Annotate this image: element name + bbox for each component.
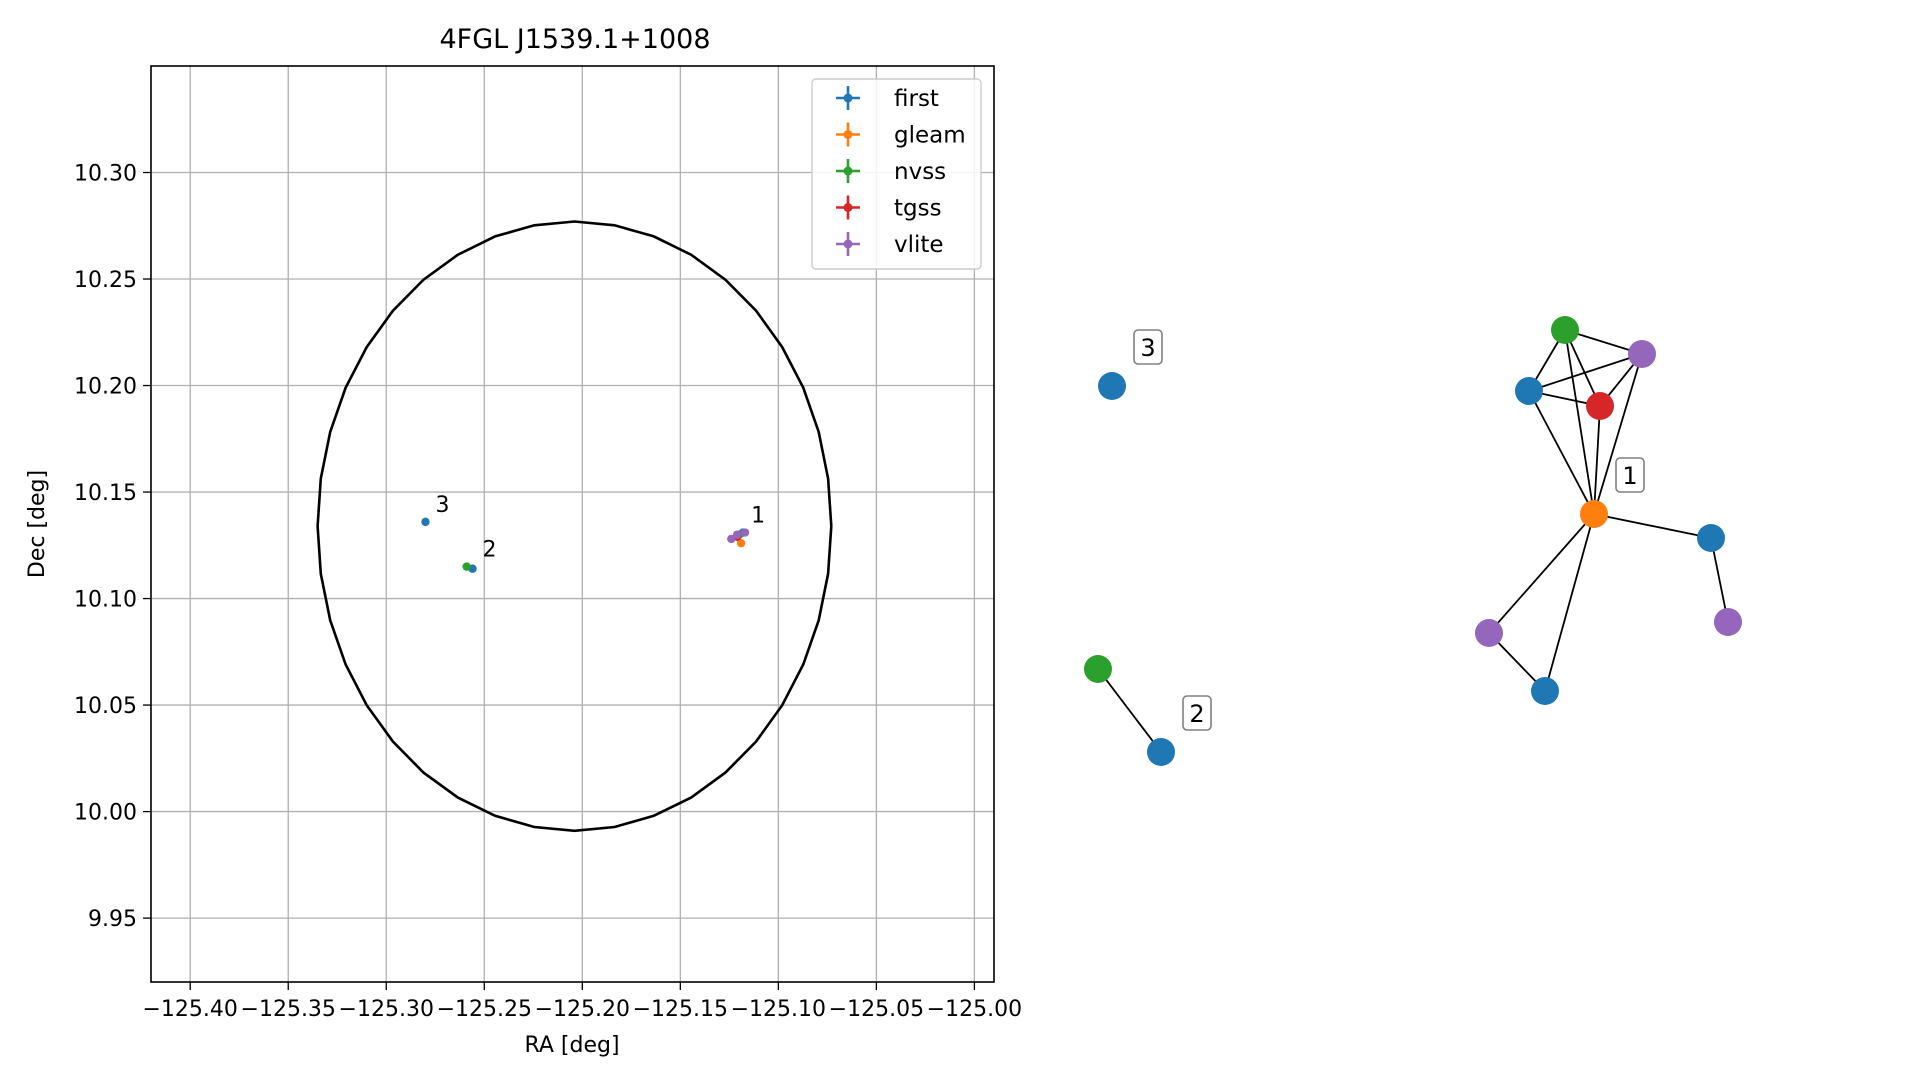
legend-dot-gleam	[843, 130, 853, 139]
x-tick-label: −125.20	[535, 997, 630, 1022]
node-label-box	[1182, 695, 1212, 731]
y-tick-label: 10.15	[74, 481, 137, 506]
node-label: 3	[1140, 334, 1155, 362]
network-edges	[1097, 329, 1729, 753]
legend-dot-first	[843, 93, 853, 103]
x-tick-label: −125.05	[829, 997, 924, 1022]
x-tick-label: −125.25	[437, 997, 532, 1022]
node-label-box	[1133, 329, 1163, 365]
x-tick-label: −125.40	[142, 997, 237, 1022]
cluster-annotation: 2	[483, 538, 497, 563]
legend-dot-tgss	[843, 203, 853, 212]
network-node	[1580, 500, 1608, 528]
network-edge	[1593, 513, 1712, 539]
legend-label-vlite: vlite	[894, 232, 944, 258]
network-node	[1586, 392, 1614, 420]
network-edge	[1544, 513, 1595, 692]
network-edge	[1564, 329, 1595, 515]
x-tick-label: −125.15	[633, 997, 728, 1022]
point-nvss	[462, 562, 471, 571]
point-gleam	[736, 538, 746, 548]
data-points	[421, 517, 750, 573]
network-node	[1098, 372, 1126, 400]
y-tick-label: 10.30	[74, 162, 137, 187]
y-tick-label: 10.10	[74, 588, 137, 613]
network-node	[1628, 340, 1656, 368]
x-tick-label: −125.00	[927, 997, 1022, 1022]
node-label-box	[1615, 457, 1645, 493]
network-node	[1475, 619, 1503, 647]
legend-dot-vlite	[843, 239, 853, 249]
y-tick-label: 10.05	[74, 694, 137, 719]
chart-title: 4FGL J1539.1+1008	[439, 24, 710, 55]
annotations: 1 2 3	[435, 493, 765, 563]
network-node	[1515, 377, 1543, 405]
node-label: 1	[1622, 462, 1637, 490]
network-node-labels: 3 2 1	[1133, 329, 1645, 731]
network-node	[1531, 677, 1559, 705]
network-edge	[1593, 405, 1601, 515]
legend: first gleam nvss tgss vlite	[811, 78, 982, 270]
point-vlite	[727, 534, 736, 544]
x-tick-label: −125.30	[339, 997, 434, 1022]
x-tick-label: −125.10	[731, 997, 826, 1022]
network-edge	[1528, 390, 1595, 515]
node-label: 2	[1189, 700, 1204, 728]
network-node	[1551, 316, 1579, 344]
legend-label-tgss: tgss	[894, 196, 942, 222]
point-vlite	[732, 530, 742, 539]
network-graph: 3 2 1	[1084, 316, 1742, 766]
y-tick-label: 10.00	[74, 801, 137, 826]
legend-label-gleam: gleam	[894, 123, 966, 149]
y-tick-label: 10.20	[74, 375, 137, 400]
y-axis-ticks: 9.95 10.00 10.05 10.10 10.15 10.20 10.25 10.30	[74, 162, 151, 932]
network-edge	[1710, 537, 1729, 623]
cluster-annotation: 1	[751, 504, 765, 529]
x-tick-label: −125.35	[241, 997, 336, 1022]
uncertainty-ellipse	[316, 220, 833, 833]
legend-box	[811, 78, 982, 270]
legend-items: first gleam nvss tgss vlite	[836, 86, 966, 258]
point-first	[421, 517, 430, 527]
network-node	[1714, 608, 1742, 636]
legend-label-first: first	[894, 86, 939, 112]
network-node	[1147, 738, 1175, 766]
scatter-plot: 123 −125.40 −125.35 −125.30 −125.25 −125.20−…	[25, 65, 1022, 1058]
plot-frame	[150, 65, 995, 983]
y-tick-label: 10.25	[74, 268, 137, 293]
cluster-annotation: 3	[435, 493, 449, 518]
network-node	[1084, 655, 1112, 683]
legend-label-nvss: nvss	[894, 159, 946, 185]
network-nodes	[1084, 316, 1742, 766]
grid	[151, 66, 994, 982]
y-axis-label: Dec [deg]	[25, 470, 50, 578]
y-tick-label: 9.95	[88, 907, 137, 932]
point-vlite	[740, 528, 750, 537]
x-axis-label: RA [deg]	[524, 1033, 619, 1058]
network-edge	[1528, 353, 1643, 392]
network-edge	[1097, 668, 1162, 753]
network-edge	[1488, 513, 1595, 634]
legend-dot-nvss	[843, 166, 853, 176]
network-edge	[1593, 353, 1643, 515]
uncertainty-ellipse-layer	[316, 220, 833, 833]
x-axis-ticks: −125.40 −125.35 −125.30 −125.25 −125.20 −125.…	[142, 982, 1022, 1022]
network-node	[1697, 524, 1725, 552]
